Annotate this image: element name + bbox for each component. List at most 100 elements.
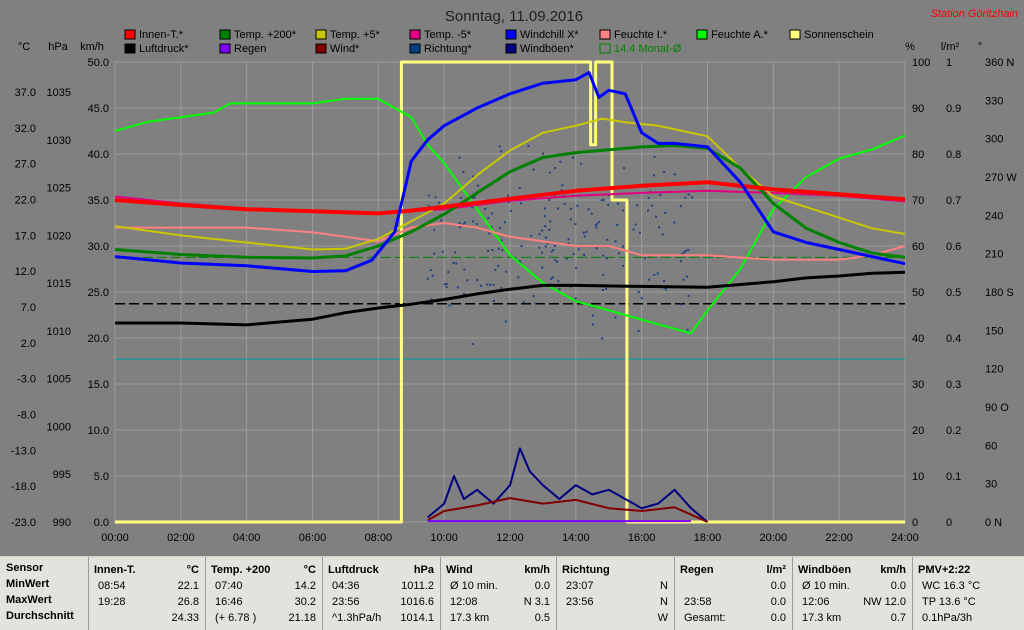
y-tick-rain: 0.5 — [946, 287, 961, 299]
direction-point — [472, 220, 475, 223]
x-tick-label: 12:00 — [496, 532, 524, 544]
direction-point — [503, 221, 506, 224]
y-tick-percent: 30 — [912, 379, 924, 391]
y-tick-rain: 0.7 — [946, 195, 961, 207]
direction-point — [594, 223, 597, 226]
direction-point — [517, 276, 520, 279]
direction-point — [659, 193, 662, 196]
direction-point — [464, 221, 467, 224]
direction-point — [475, 223, 478, 226]
legend-swatch — [124, 43, 136, 54]
legend-swatch — [599, 29, 611, 40]
x-tick-label: 24:00 — [891, 532, 919, 544]
series-windchill-x — [114, 71, 906, 273]
direction-point — [520, 245, 523, 248]
y-tick-kmh: 25.0 — [88, 287, 109, 299]
direction-point — [454, 251, 457, 254]
stats-cell-label: 23:58 — [684, 596, 712, 608]
stats-cell-label: 16:46 — [215, 596, 243, 608]
direction-point — [590, 212, 593, 215]
legend-label: Feuchte A.* — [711, 29, 769, 41]
legend-item: Feuchte A.* — [696, 29, 769, 41]
legend-label: Richtung* — [424, 43, 472, 55]
direction-point — [541, 251, 544, 254]
direction-point — [605, 257, 608, 260]
stats-header: Richtung — [562, 564, 610, 576]
direction-point — [500, 150, 503, 153]
direction-point — [684, 249, 687, 252]
stats-cell-label: 0.1hPa/3h — [922, 612, 973, 624]
x-tick-label: 08:00 — [365, 532, 393, 544]
direction-point — [684, 196, 687, 199]
direction-point — [473, 196, 476, 199]
y-tick-celsius: 37.0 — [15, 87, 36, 99]
y-tick-direction: 330 — [985, 95, 1003, 107]
direction-point — [683, 251, 686, 254]
direction-point — [567, 238, 570, 241]
direction-point — [552, 248, 555, 251]
legend: Innen-T.* Temp. +200* Temp. +5* Temp. -5* Wi… — [124, 29, 874, 55]
direction-point — [646, 209, 649, 212]
y-tick-rain: 0 — [946, 517, 952, 529]
unit-label-direction: ° — [978, 41, 982, 53]
stats-header: Wind — [446, 564, 473, 576]
direction-point — [500, 287, 503, 290]
legend-label: Windböen* — [520, 43, 575, 55]
stats-cell-value: 1016.6 — [400, 596, 434, 608]
y-tick-kmh: 45.0 — [88, 103, 109, 115]
legend-label: Innen-T.* — [139, 29, 184, 41]
direction-point — [691, 196, 694, 199]
direction-point — [505, 270, 508, 273]
y-tick-direction: 270 W — [985, 172, 1017, 184]
direction-point — [572, 156, 575, 159]
y-tick-direction: 30 — [985, 479, 997, 491]
x-tick-label: 22:00 — [825, 532, 853, 544]
series-feuchte-i — [115, 222, 906, 261]
y-tick-direction: 180 S — [985, 287, 1014, 299]
y-axes: 37.0 32.0 27.0 22.0 17.0 12.0 7.0 2.0 -3.0 -8.0 -1… — [11, 57, 1017, 529]
x-tick-label: 16:00 — [628, 532, 656, 544]
direction-point — [458, 156, 461, 159]
direction-point — [653, 155, 656, 158]
x-tick-label: 06:00 — [299, 532, 327, 544]
direction-point — [623, 167, 626, 170]
x-tick-label: 02:00 — [167, 532, 195, 544]
y-tick-kmh: 50.0 — [88, 57, 109, 69]
direction-point — [565, 257, 568, 260]
direction-point — [569, 207, 572, 210]
stats-cell-label: 19:28 — [98, 596, 126, 608]
y-tick-kmh: 10.0 — [88, 425, 109, 437]
stats-cell-value: 0.0 — [770, 596, 786, 608]
direction-point — [433, 252, 436, 255]
row-label-max: MaxWert — [6, 594, 52, 606]
direction-point — [543, 207, 546, 210]
direction-point — [602, 273, 605, 276]
legend-item: Wind* — [315, 43, 360, 55]
y-tick-percent: 70 — [912, 195, 924, 207]
y-tick-hpa: 1015 — [47, 278, 71, 290]
stats-cell-value: 22.1 — [177, 580, 199, 592]
direction-point — [664, 211, 667, 214]
direction-point — [561, 184, 564, 187]
stats-cell-value: 30.2 — [294, 596, 316, 608]
direction-point — [661, 233, 664, 236]
direction-point — [504, 320, 507, 323]
direction-point — [636, 204, 639, 207]
y-tick-percent: 10 — [912, 471, 924, 483]
direction-point — [577, 248, 580, 251]
direction-point — [673, 221, 676, 224]
direction-point — [591, 323, 594, 326]
direction-point — [490, 226, 493, 229]
x-tick-label: 04:00 — [233, 532, 261, 544]
stats-cell-label: 23:07 — [566, 580, 594, 592]
direction-point — [558, 288, 561, 291]
stats-cell-value: NW 12.0 — [863, 596, 906, 608]
direction-point — [532, 295, 535, 298]
direction-point — [541, 266, 544, 269]
direction-point — [580, 162, 583, 165]
legend-label: Temp. -5* — [424, 29, 472, 41]
direction-point — [601, 337, 604, 340]
y-tick-celsius: -8.0 — [17, 410, 36, 422]
direction-point — [553, 244, 556, 247]
direction-point — [583, 253, 586, 256]
